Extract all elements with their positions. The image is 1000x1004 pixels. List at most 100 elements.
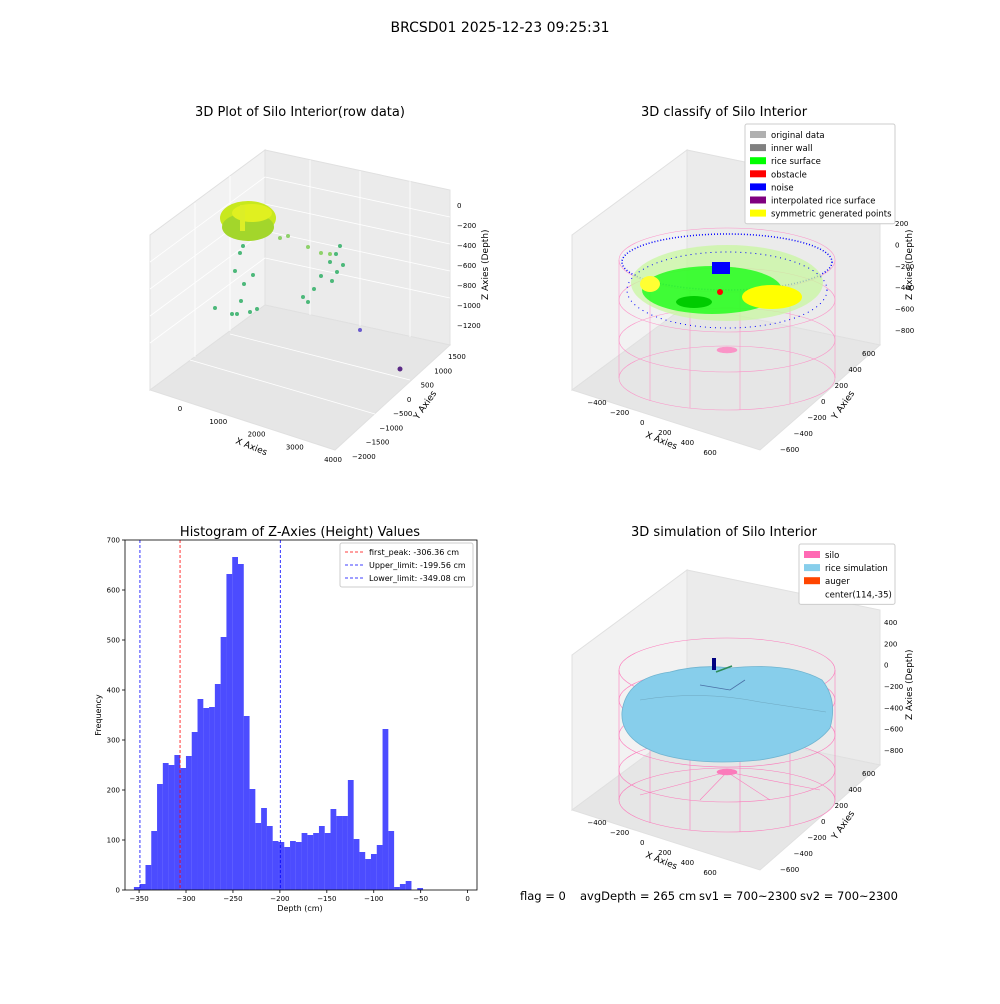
histogram-bar — [330, 809, 337, 890]
simulation-panel: 3D simulation of Silo Interior −4 — [570, 525, 915, 877]
histogram-bar — [284, 847, 291, 890]
simulation-legend-label: center(114,-35) — [825, 590, 892, 600]
avg-depth-text: avgDepth = 265 cm — [580, 889, 696, 903]
histogram-bar — [203, 708, 210, 890]
histogram-bar — [405, 881, 412, 890]
histogram-bar — [191, 732, 198, 890]
histogram-bar — [226, 574, 233, 890]
simulation-legend-swatch — [804, 577, 820, 585]
raw-zlabel: Z Axies (Depth) — [481, 229, 491, 300]
x-tick-label: 3000 — [286, 443, 304, 451]
raw-data-panel: 3D Plot of Silo Interior(row data) — [148, 105, 491, 464]
simulation-ylabel: Y Axies — [830, 809, 858, 842]
y-tick-label: −200 — [807, 414, 826, 422]
simulation-legend-swatch — [804, 564, 820, 572]
y-tick-label: 400 — [848, 786, 861, 794]
histogram-bar — [209, 707, 215, 890]
classify-legend-label: interpolated rice surface — [771, 197, 876, 207]
z-tick-label: −200 — [884, 683, 903, 691]
z-tick-label: −1200 — [457, 322, 481, 330]
histogram-bar — [365, 859, 371, 890]
simulation-legend-swatch — [804, 551, 820, 558]
z-tick-label: −600 — [884, 726, 903, 734]
y-tick-label: 0 — [821, 818, 825, 826]
histogram-bars — [133, 557, 424, 890]
histogram-xlabel: Depth (cm) — [277, 904, 322, 913]
histogram-frame — [124, 539, 478, 891]
histogram-bar — [157, 784, 163, 890]
flag-text: flag = 0 — [520, 889, 566, 903]
histogram-bar — [185, 756, 192, 890]
classify-legend-label: symmetric generated points — [771, 210, 892, 220]
histogram-ytick-label: 100 — [107, 837, 120, 845]
histogram-bar — [313, 833, 319, 890]
status-line: flag = 0 avgDepth = 265 cm sv1 = 700~230… — [520, 889, 898, 903]
x-tick-label: −200 — [610, 829, 629, 837]
histogram-xtick-label: −50 — [413, 895, 428, 903]
y-tick-label: 0 — [821, 398, 825, 406]
raw-panel-title: 3D Plot of Silo Interior(row data) — [195, 105, 405, 120]
z-tick-label: 0 — [457, 202, 461, 210]
z-tick-label: −200 — [895, 263, 914, 271]
histogram-bar — [318, 826, 325, 890]
histogram-bar — [133, 887, 140, 890]
y-tick-label: 200 — [835, 802, 848, 810]
histogram-legend-label: Lower_limit: -349.08 cm — [369, 574, 466, 583]
x-tick-label: 2000 — [248, 431, 266, 439]
histogram-bar — [388, 831, 395, 890]
sv1-text: sv1 = 700~2300 — [699, 889, 797, 903]
x-tick-label: 200 — [658, 429, 671, 437]
classify-legend-label: rice surface — [771, 157, 821, 167]
histogram-panel: Histogram of Z-Axies (Height) Values −35… — [94, 525, 478, 913]
histogram-bar — [382, 729, 389, 890]
histogram-bar — [214, 684, 221, 890]
histogram-bar — [174, 755, 181, 890]
histogram-bar — [370, 854, 377, 890]
histogram-bar — [295, 842, 302, 890]
z-tick-label: −800 — [457, 282, 476, 290]
x-tick-label: 0 — [178, 405, 182, 413]
simulation-legend-label: rice simulation — [825, 564, 888, 574]
histogram-bar — [394, 887, 400, 890]
x-tick-label: −400 — [587, 819, 606, 827]
histogram-xtick-label: 0 — [465, 895, 469, 903]
raw-xlabel: X Axies — [234, 437, 269, 459]
histogram-bar — [376, 845, 383, 890]
histogram-ytick-label: 700 — [107, 537, 120, 545]
histogram-bar — [347, 780, 354, 890]
classify-legend-swatch — [750, 183, 766, 191]
simulation-zlabel: Z Axies (Depth) — [905, 649, 915, 720]
histogram-ytick-label: 200 — [107, 787, 120, 795]
histogram-legend-label: first_peak: -306.36 cm — [369, 548, 459, 557]
histogram-bar — [151, 831, 158, 890]
histogram-bar — [232, 557, 238, 890]
z-tick-label: −400 — [895, 284, 914, 292]
histogram-title: Histogram of Z-Axies (Height) Values — [180, 525, 420, 540]
histogram-ytick-label: 300 — [107, 737, 120, 745]
z-tick-label: −800 — [895, 327, 914, 335]
histogram-bar — [290, 841, 296, 890]
x-tick-label: 400 — [681, 859, 694, 867]
x-tick-label: 600 — [703, 449, 716, 457]
classify-panel: 3D classify of Silo Interior — [570, 105, 915, 457]
z-tick-label: −400 — [884, 704, 903, 712]
classify-legend-swatch — [750, 144, 766, 152]
histogram-xtick-label: −250 — [223, 895, 242, 903]
classify-legend-label: original data — [771, 131, 825, 141]
y-tick-label: −600 — [780, 866, 799, 874]
sv2-text: sv2 = 700~2300 — [800, 889, 898, 903]
y-tick-label: 1000 — [434, 367, 452, 375]
histogram-ytick-label: 0 — [116, 887, 120, 895]
histogram-bar — [145, 865, 152, 890]
z-tick-label: 200 — [884, 640, 897, 648]
histogram-ytick-label: 600 — [107, 587, 120, 595]
y-tick-label: −400 — [794, 430, 813, 438]
simulation-legend: silo rice simulation auger center(114,-35) — [798, 543, 896, 605]
classify-points — [621, 233, 833, 329]
histogram-bar — [220, 637, 227, 890]
classify-legend: original data inner wall rice surface obsta… — [744, 123, 896, 225]
simulation-rice-surface — [621, 658, 834, 763]
x-tick-label: 4000 — [324, 456, 342, 464]
y-tick-label: −200 — [807, 834, 826, 842]
